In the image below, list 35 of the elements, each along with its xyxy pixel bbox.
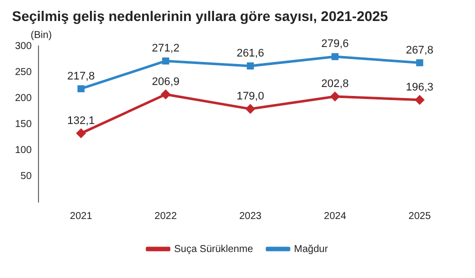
- point: [331, 53, 339, 60]
- y-axis-title: (Bin): [30, 30, 52, 41]
- x-tick-label: 2025: [408, 210, 432, 222]
- data-label: 279,6: [321, 38, 349, 50]
- data-label: 206,9: [152, 76, 180, 88]
- data-label: 179,0: [236, 90, 264, 102]
- x-tick-label: 2022: [154, 210, 178, 222]
- data-label: 132,1: [67, 114, 95, 127]
- chart-title: Seçilmiş geliş nedenlerinin yıllara göre sayısı, 2021-2025: [12, 8, 389, 24]
- point: [162, 57, 170, 65]
- point: [330, 92, 340, 102]
- y-tick-label: 200: [14, 92, 32, 104]
- point: [414, 94, 425, 105]
- point: [245, 104, 256, 114]
- point: [160, 89, 171, 100]
- legend-label: Suça Sürüklenme: [174, 244, 254, 255]
- y-tick-label: 100: [14, 144, 32, 156]
- point: [246, 62, 254, 70]
- data-label: 261,6: [236, 48, 264, 60]
- point: [76, 128, 86, 138]
- x-tick-label: 2023: [239, 210, 262, 222]
- data-label: 271,2: [152, 42, 180, 55]
- point: [416, 59, 424, 66]
- data-label: 196,3: [406, 81, 434, 94]
- data-label: 217,8: [67, 70, 95, 82]
- x-tick-label: 2021: [70, 210, 93, 222]
- point: [77, 85, 85, 92]
- y-tick-label: 150: [14, 118, 32, 130]
- data-label: 202,8: [321, 78, 349, 90]
- y-tick-label: 250: [14, 66, 32, 78]
- legend-label: Mağdur: [294, 244, 329, 255]
- y-tick-label: 50: [20, 170, 32, 182]
- y-tick-label: 300: [14, 40, 32, 52]
- data-label: 267,8: [406, 44, 434, 56]
- x-tick-label: 2024: [324, 210, 347, 222]
